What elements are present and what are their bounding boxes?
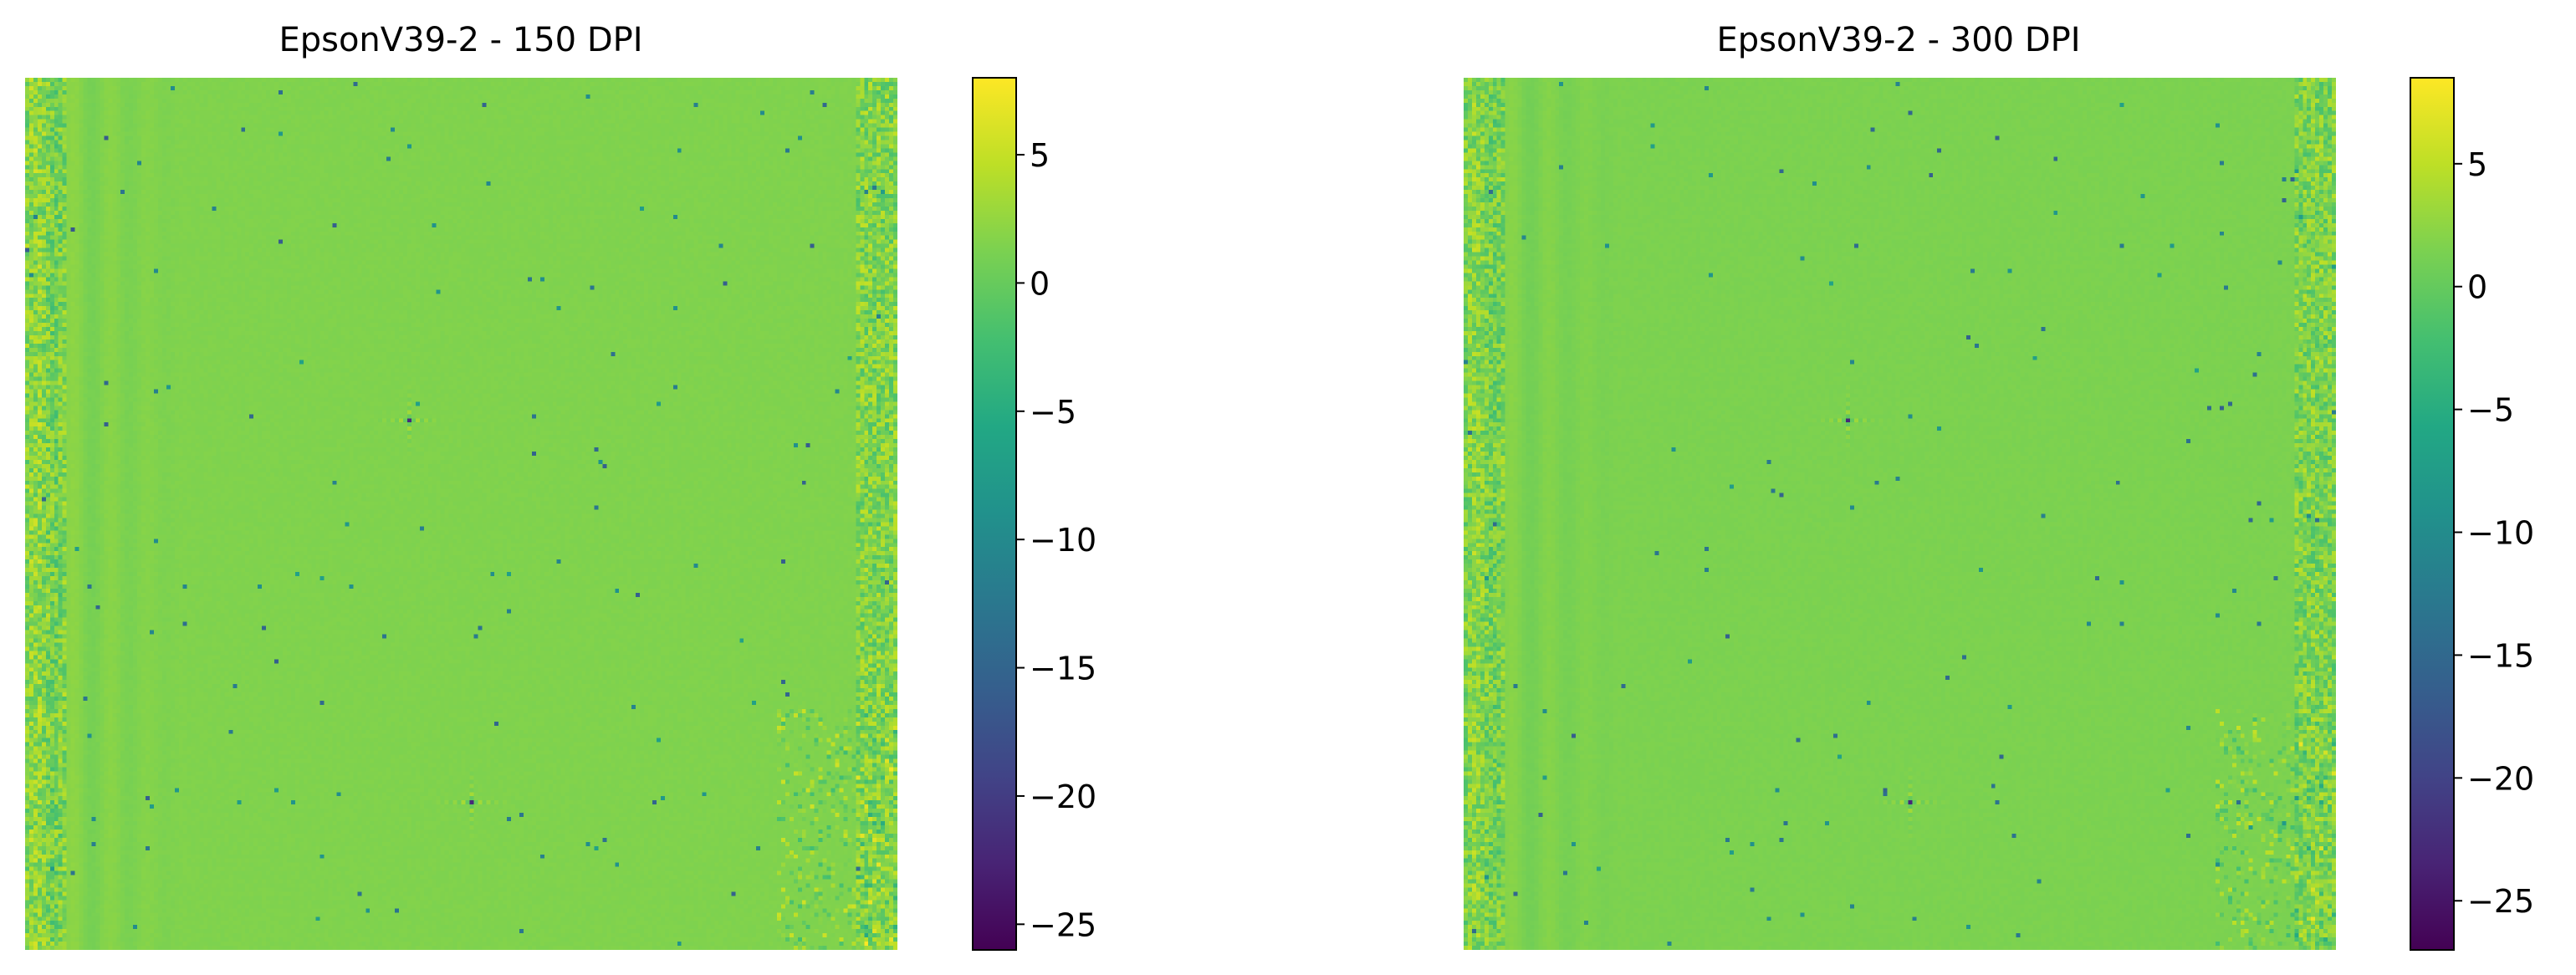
colorbar-150dpi: 5 0 −5 −10 −15 −20 −25 xyxy=(972,77,1096,951)
colorbar-tick-label: −5 xyxy=(2467,392,2514,429)
colorbar-tick-label: 5 xyxy=(2467,146,2487,183)
colorbar-tick-label: −15 xyxy=(2467,637,2534,674)
colorbar-tick-label: −15 xyxy=(1030,651,1096,687)
colorbar-ticks-300dpi: 5 0 −5 −10 −15 −20 −25 xyxy=(2454,146,2534,920)
colorbar-tick-label: −25 xyxy=(2467,883,2534,920)
chart-panel-150dpi: EpsonV39-2 - 150 DPI 5 0 −5 −10 −15 −20 −25 xyxy=(25,21,1096,951)
colorbar-frame-150dpi xyxy=(972,77,1017,951)
colorbar-tick-label: −20 xyxy=(2467,760,2534,797)
chart-panel-300dpi: EpsonV39-2 - 300 DPI 5 0 −5 −10 −15 −20 −25 xyxy=(1464,21,2534,951)
colorbar-ticks-150dpi: 5 0 −5 −10 −15 −20 −25 xyxy=(1016,137,1096,943)
chart-title-300dpi: EpsonV39-2 - 300 DPI xyxy=(1716,21,2080,59)
colorbar-gradient-300dpi xyxy=(2410,78,2454,950)
colorbar-frame-300dpi xyxy=(2410,77,2455,951)
colorbar-300dpi: 5 0 −5 −10 −15 −20 −25 xyxy=(2410,77,2534,951)
heatmap-300dpi xyxy=(1464,78,2336,950)
colorbar-tick-label: 0 xyxy=(2467,269,2487,306)
colorbar-tick-label: −5 xyxy=(1030,394,1076,431)
colorbar-tick-label: −25 xyxy=(1030,906,1096,943)
colorbar-tick-label: 0 xyxy=(1030,265,1050,302)
colorbar-gradient-150dpi xyxy=(973,78,1016,950)
colorbar-tick-label: −10 xyxy=(1030,522,1096,559)
chart-title-150dpi: EpsonV39-2 - 150 DPI xyxy=(279,21,642,59)
colorbar-tick-label: −20 xyxy=(1030,778,1096,815)
heatmap-150dpi xyxy=(25,78,897,950)
colorbar-tick-label: 5 xyxy=(1030,137,1050,174)
colorbar-tick-label: −10 xyxy=(2467,515,2534,552)
heatmap-image-300dpi xyxy=(1464,78,2336,950)
heatmap-image-150dpi xyxy=(25,78,897,950)
